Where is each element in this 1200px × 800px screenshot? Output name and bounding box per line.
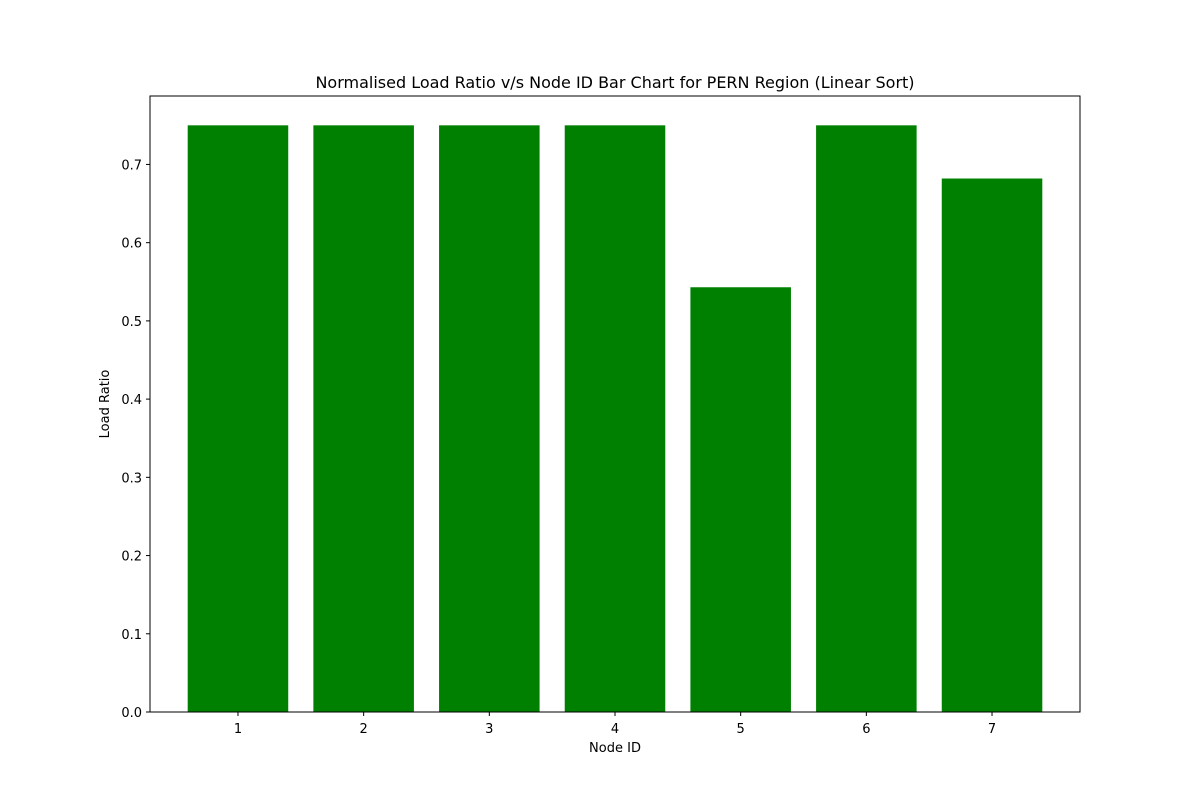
bars-group <box>187 125 1043 712</box>
x-axis: 1 2 3 4 5 6 7 <box>234 712 996 737</box>
bar-node-4 <box>564 125 666 712</box>
y-tick-label: 0.2 <box>121 550 142 565</box>
x-tick-label: 3 <box>485 722 493 737</box>
y-tick-label: 0.6 <box>121 237 142 252</box>
bar-node-7 <box>941 178 1043 712</box>
y-axis-label: Load Ratio <box>98 370 113 439</box>
y-tick-label: 0.1 <box>121 628 142 643</box>
x-axis-label: Node ID <box>589 741 641 756</box>
x-tick-label: 5 <box>737 722 745 737</box>
chart-title: Normalised Load Ratio v/s Node ID Bar Ch… <box>315 73 914 92</box>
x-tick-label: 2 <box>360 722 368 737</box>
y-tick-label: 0.5 <box>121 315 142 330</box>
bar-node-1 <box>187 125 289 712</box>
x-tick-label: 1 <box>234 722 242 737</box>
x-tick-label: 4 <box>611 722 619 737</box>
y-tick-label: 0.3 <box>121 471 142 486</box>
x-tick-label: 7 <box>988 722 996 737</box>
y-axis: 0.0 0.1 0.2 0.3 0.4 0.5 0.6 0.7 <box>121 158 150 721</box>
y-tick-label: 0.7 <box>121 158 142 173</box>
y-tick-label: 0.4 <box>121 393 142 408</box>
bar-node-6 <box>816 125 917 712</box>
bar-node-2 <box>313 125 414 712</box>
y-tick-label: 0.0 <box>121 706 142 721</box>
x-tick-label: 6 <box>862 722 870 737</box>
bar-node-3 <box>439 125 540 712</box>
bar-node-5 <box>690 287 791 712</box>
